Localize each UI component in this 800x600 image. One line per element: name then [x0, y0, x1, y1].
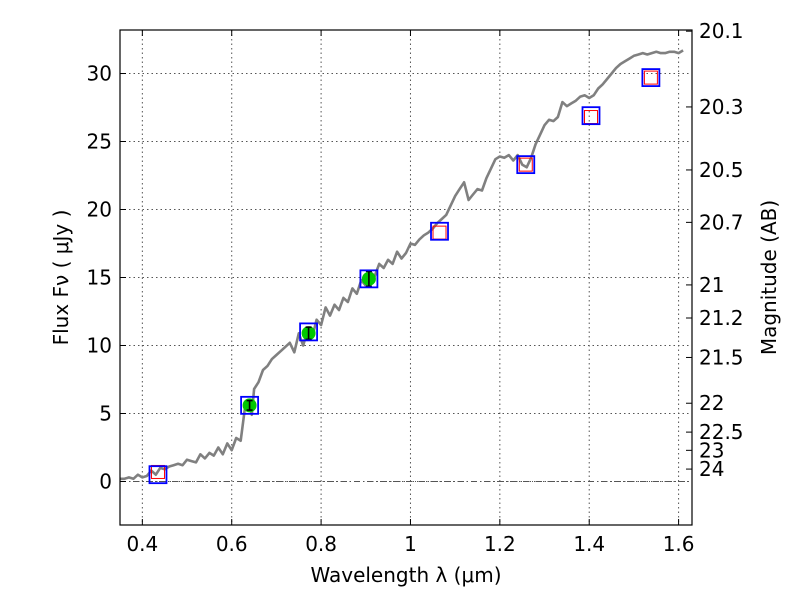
synthetic-flux-box: [299, 322, 318, 342]
magnitude-tick-label: 21.2: [699, 306, 744, 330]
magnitude-tick-label: 21.5: [699, 345, 744, 369]
x-tick-label: 0.8: [305, 532, 337, 556]
magnitude-tick-label: 22: [699, 391, 724, 415]
magnitude-tick-label: 20.3: [699, 95, 744, 119]
y-axis-ticks: 0 5 10 15 20 25 30: [87, 62, 126, 493]
photometry-band: [240, 395, 259, 415]
y-tick-label: 20: [87, 198, 112, 222]
magnitude-tick-label: 20.1: [699, 19, 744, 43]
photometry-band: [359, 269, 379, 289]
y-tick-label: 30: [87, 62, 112, 86]
magnitude-tick-label: 20.7: [699, 210, 744, 234]
magnitude-tick-label: 24: [699, 457, 724, 481]
x-tick-label: 1.6: [663, 532, 695, 556]
model-flux-marker: [432, 225, 447, 240]
synthetic-flux-box: [641, 68, 661, 87]
grid-lines: [120, 30, 692, 525]
model-sed-line: [120, 49, 684, 481]
magnitude-axis-label: Magnitude (AB): [757, 200, 781, 355]
x-tick-label: 1.4: [573, 532, 605, 556]
y-axis-label: Flux Fν ( μJy ): [49, 210, 73, 346]
model-flux-marker: [518, 157, 533, 172]
photometry-band: [641, 68, 661, 87]
synthetic-flux-box: [240, 395, 259, 415]
magnitude-tick-label: 23: [699, 438, 724, 462]
x-tick-label: 0.4: [126, 532, 158, 556]
x-axis-label: Wavelength λ (μm): [310, 563, 501, 587]
photometry-points: [148, 68, 661, 485]
y-tick-label: 0: [99, 469, 112, 493]
photometry-band: [299, 322, 318, 342]
photometry-band: [430, 221, 449, 241]
model-flux-marker: [643, 70, 658, 85]
x-tick-label: 1: [404, 532, 417, 556]
photometry-band: [516, 155, 536, 175]
photometry-band: [148, 464, 168, 485]
model-flux-marker: [584, 110, 599, 125]
magnitude-tick-label: 20.5: [699, 158, 744, 182]
y-tick-label: 5: [99, 401, 112, 425]
synthetic-flux-box: [581, 106, 601, 126]
photometry-band: [581, 106, 601, 126]
magnitude-tick-label: 22.5: [699, 420, 744, 444]
synthetic-flux-box: [359, 269, 379, 289]
synthetic-flux-box: [430, 221, 449, 241]
synthetic-flux-box: [516, 155, 536, 175]
x-tick-label: 0.6: [216, 532, 248, 556]
y-tick-label: 10: [87, 333, 112, 357]
y-tick-label: 25: [87, 130, 112, 154]
y-tick-label: 15: [87, 266, 112, 290]
x-axis-ticks: 0.4 0.6 0.8 1 1.2 1.4 1.6: [126, 30, 695, 556]
magnitude-tick-label: 21: [699, 273, 724, 297]
synthetic-flux-box: [148, 465, 168, 485]
x-tick-label: 1.2: [484, 532, 516, 556]
